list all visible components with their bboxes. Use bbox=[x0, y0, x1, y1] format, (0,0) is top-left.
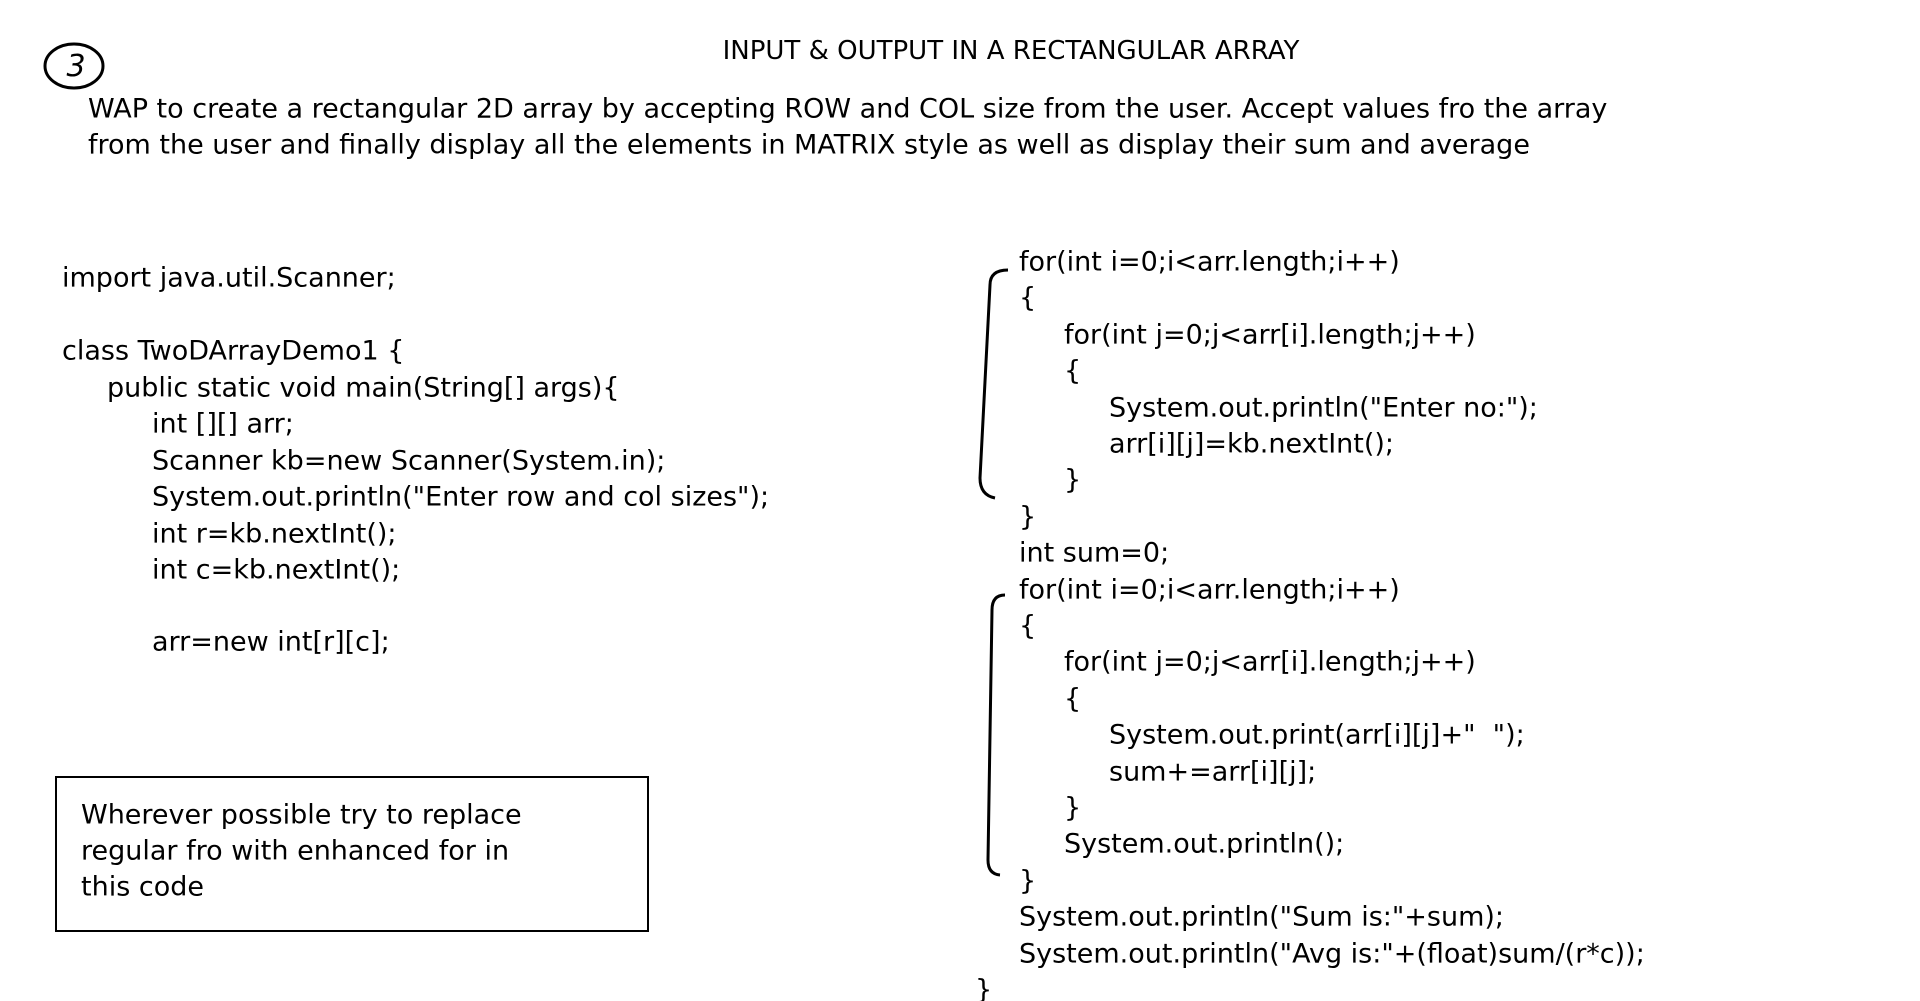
code-line: import java.util.Scanner; bbox=[62, 262, 396, 294]
bracket bbox=[978, 268, 1009, 500]
code-line: int r=kb.nextInt(); bbox=[152, 518, 397, 549]
badge: 3 bbox=[66, 49, 85, 84]
bracket bbox=[986, 593, 1006, 877]
code-line: { bbox=[1019, 610, 1037, 642]
code-line: System.out.println("Sum is:"+sum); bbox=[1019, 901, 1505, 933]
code-line: System.out.println("Enter row and col si… bbox=[152, 481, 770, 513]
code-line: public static void main(String[] args){ bbox=[107, 372, 620, 403]
code-line: for(int i=0;i<arr.length;i++) bbox=[1019, 574, 1400, 606]
code-line: { bbox=[1064, 355, 1082, 387]
code-line: arr[i][j]=kb.nextInt(); bbox=[1109, 428, 1395, 460]
title: INPUT & OUTPUT IN A RECTANGULAR ARRAY bbox=[722, 36, 1300, 66]
code-line: class TwoDArrayDemo1 { bbox=[62, 335, 405, 367]
code-line: arr=new int[r][c]; bbox=[152, 626, 390, 658]
code-line: } bbox=[1019, 865, 1037, 897]
code-line: } bbox=[975, 974, 993, 1001]
code-line: } bbox=[1064, 792, 1082, 824]
badge-circle bbox=[43, 42, 105, 90]
code-line: for(int j=0;j<arr[i].length;j++) bbox=[1064, 646, 1476, 678]
note-line: Wherever possible try to replace bbox=[81, 799, 522, 831]
note-line: this code bbox=[81, 871, 204, 903]
code-line: Scanner kb=new Scanner(System.in); bbox=[152, 445, 666, 476]
code-line: for(int j=0;j<arr[i].length;j++) bbox=[1064, 319, 1476, 351]
note-line: regular fro with enhanced for in bbox=[81, 835, 510, 867]
note-box bbox=[55, 776, 649, 932]
code-line: System.out.println(); bbox=[1064, 828, 1345, 860]
code-line: } bbox=[1064, 464, 1082, 496]
code-line: int [][] arr; bbox=[152, 408, 294, 440]
description-line: WAP to create a rectangular 2D array by … bbox=[88, 93, 1608, 125]
code-line: int c=kb.nextInt(); bbox=[152, 554, 401, 586]
code-line: { bbox=[1019, 282, 1037, 314]
code-line: int sum=0; bbox=[1019, 537, 1170, 569]
code-line: for(int i=0;i<arr.length;i++) bbox=[1019, 246, 1400, 278]
code-line: } bbox=[1019, 501, 1037, 533]
code-line: System.out.println("Avg is:"+(float)sum/… bbox=[1019, 938, 1645, 970]
code-line: { bbox=[1064, 683, 1082, 715]
code-line: sum+=arr[i][j]; bbox=[1109, 756, 1317, 788]
code-line: System.out.println("Enter no:"); bbox=[1109, 392, 1538, 424]
code-line: System.out.print(arr[i][j]+" "); bbox=[1109, 719, 1525, 751]
description-line: from the user and finally display all th… bbox=[88, 129, 1530, 161]
